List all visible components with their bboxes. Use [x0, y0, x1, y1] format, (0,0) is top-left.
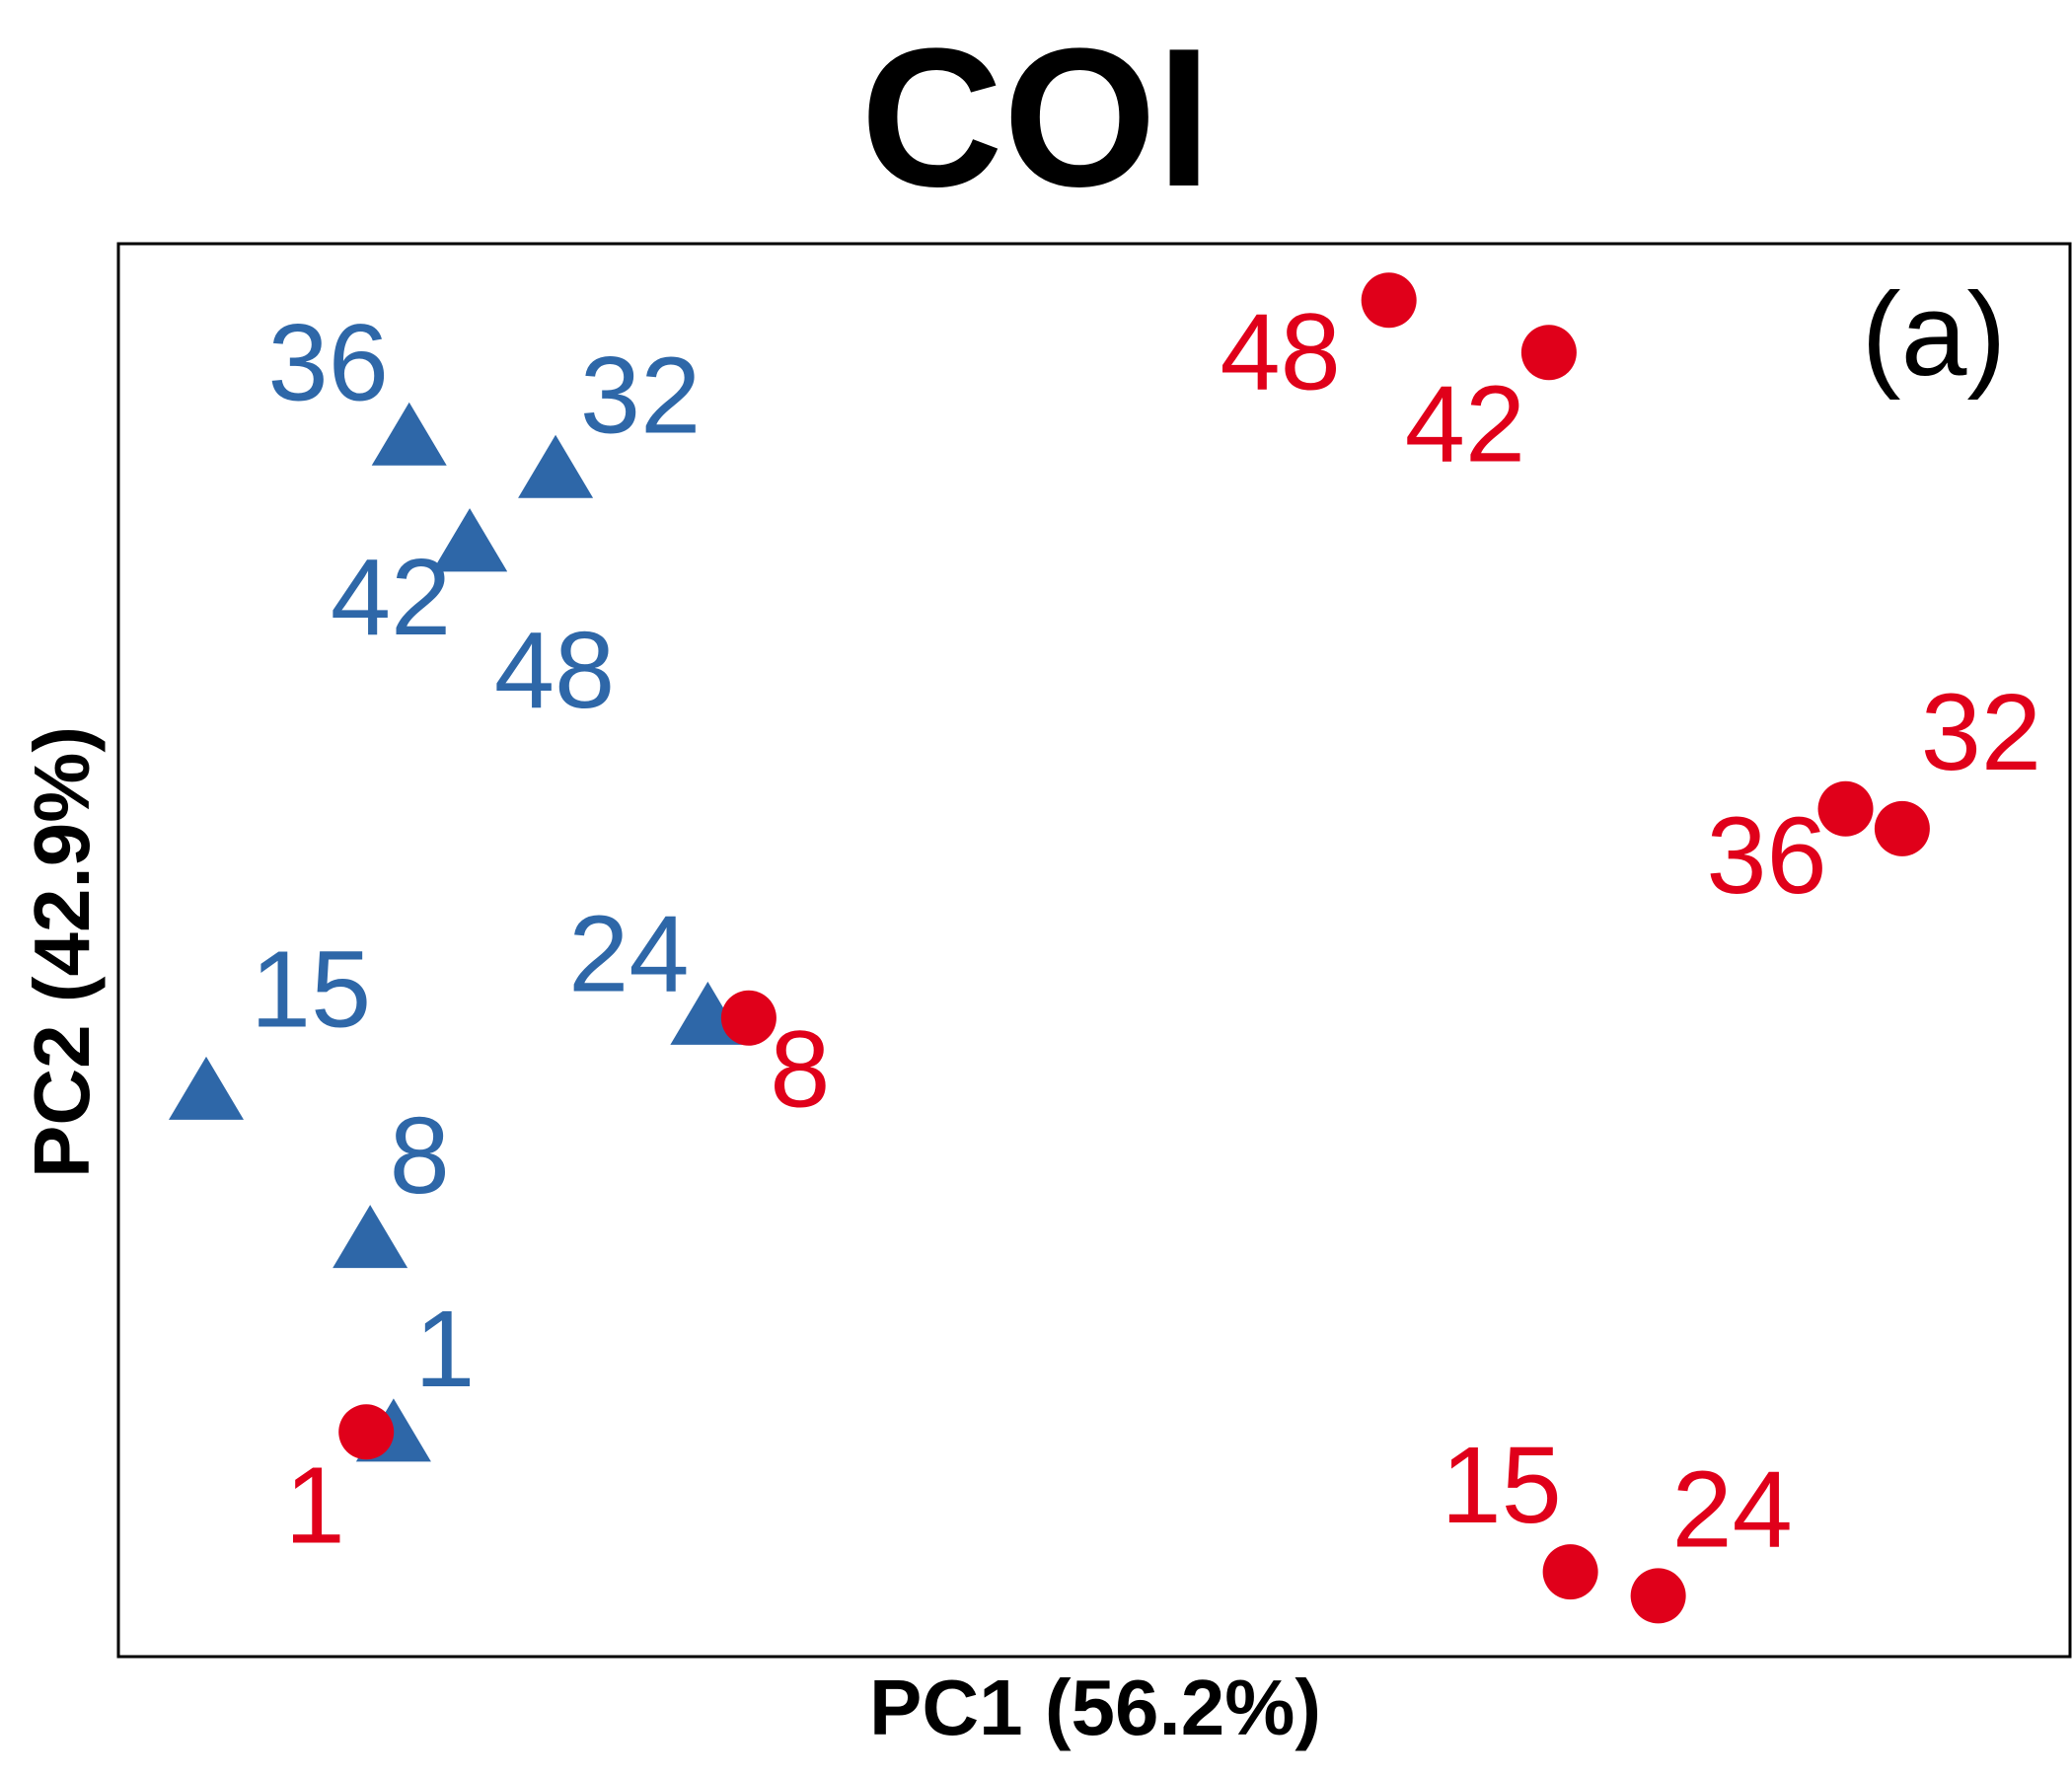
- circle-marker: [720, 990, 777, 1046]
- y-axis-label: PC2 (42.9%): [18, 726, 106, 1178]
- triangle-marker: [169, 1056, 245, 1120]
- point-label: 24: [1671, 1448, 1792, 1570]
- triangle-marker: [518, 434, 594, 498]
- point-label: 32: [1921, 672, 2041, 793]
- circle-marker: [1520, 325, 1577, 381]
- panel-label: (a): [1862, 268, 2007, 401]
- point-label: 48: [494, 610, 615, 731]
- triangle-marker: [432, 508, 508, 572]
- point-label: 24: [568, 894, 689, 1015]
- point-label: 36: [268, 302, 389, 423]
- point-label: 36: [1706, 795, 1826, 917]
- point-label: 48: [1220, 291, 1340, 412]
- point-label: 1: [414, 1289, 475, 1410]
- x-axis-label: PC1 (56.2%): [869, 1664, 1321, 1751]
- circle-marker: [1630, 1568, 1686, 1624]
- point-label: 32: [580, 334, 701, 456]
- circle-marker: [1874, 800, 1930, 856]
- circle-marker: [1361, 272, 1417, 329]
- circle-marker: [1817, 780, 1874, 837]
- point-label: 1: [285, 1444, 345, 1566]
- point-label: 15: [1441, 1425, 1561, 1546]
- point-label: 8: [390, 1095, 450, 1217]
- circle-marker: [338, 1404, 395, 1460]
- plot-frame: [116, 242, 2072, 1659]
- data-marks: 36 32 42 48 15 24 8 1 48 42 36 32 8 1 15 24: [169, 272, 2041, 1624]
- point-label: 42: [331, 537, 451, 658]
- chart-title: COI: [860, 8, 1212, 228]
- circle-marker: [1542, 1544, 1598, 1600]
- point-label: 8: [770, 1009, 830, 1131]
- point-label: 42: [1405, 363, 1525, 484]
- triangle-marker: [333, 1205, 408, 1269]
- triangle-marker: [371, 402, 447, 466]
- point-label: 15: [251, 928, 371, 1050]
